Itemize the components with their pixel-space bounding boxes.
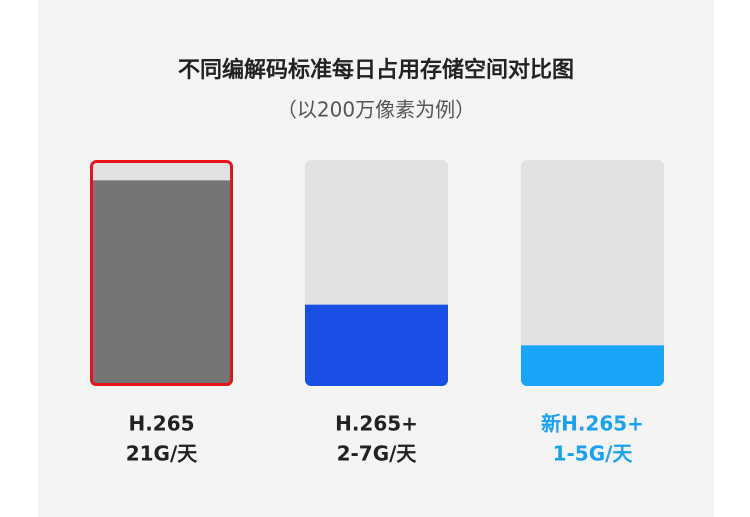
category-label: H.265: [128, 412, 194, 436]
capacity-label: 2-7G/天: [337, 442, 418, 466]
chart-subtitle: （以200万像素为例）: [277, 98, 475, 122]
capacity-label: 21G/天: [126, 442, 199, 466]
category-label: 新H.265+: [541, 412, 644, 436]
bar-highlight: [90, 160, 233, 386]
bar-track: [521, 160, 664, 386]
bar: [521, 345, 664, 386]
chart-title: 不同编解码标准每日占用存储空间对比图: [178, 57, 574, 83]
category-label: H.265+: [335, 412, 418, 436]
bar: [90, 180, 233, 386]
bar: [305, 304, 448, 386]
capacity-label: 1-5G/天: [553, 442, 634, 466]
